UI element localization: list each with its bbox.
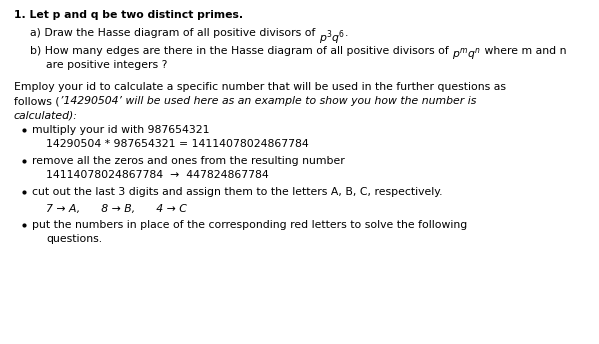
- Text: remove all the zeros and ones from the resulting number: remove all the zeros and ones from the r…: [32, 156, 345, 166]
- Text: 14114078024867784  →  447824867784: 14114078024867784 → 447824867784: [46, 170, 269, 180]
- Text: b) How many edges are there in the Hasse diagram of all positive divisors of: b) How many edges are there in the Hasse…: [30, 46, 452, 56]
- Text: follows (: follows (: [14, 96, 59, 106]
- Text: questions.: questions.: [46, 234, 102, 244]
- Text: are positive integers ?: are positive integers ?: [46, 60, 167, 70]
- Text: 14290504 * 987654321 = 14114078024867784: 14290504 * 987654321 = 14114078024867784: [46, 139, 308, 149]
- Text: Employ your id to calculate a specific number that will be used in the further q: Employ your id to calculate a specific n…: [14, 82, 506, 92]
- Text: where m and n: where m and n: [481, 46, 567, 56]
- Text: $p^{m}q^{n}$: $p^{m}q^{n}$: [452, 46, 481, 62]
- Text: $p^3q^6$: $p^3q^6$: [319, 28, 345, 46]
- Text: calculated):: calculated):: [14, 110, 78, 120]
- Text: 1. Let p and q be two distinct primes.: 1. Let p and q be two distinct primes.: [14, 10, 243, 20]
- Text: 7 → A,      8 → B,      4 → C: 7 → A, 8 → B, 4 → C: [46, 204, 187, 214]
- Text: cut out the last 3 digits and assign them to the letters A, B, C, respectively.: cut out the last 3 digits and assign the…: [32, 187, 443, 197]
- Text: ’14290504’ will be used here as an example to show you how the number is: ’14290504’ will be used here as an examp…: [59, 96, 476, 106]
- Text: put the numbers in place of the corresponding red letters to solve the following: put the numbers in place of the correspo…: [32, 220, 467, 230]
- Text: multiply your id with 987654321: multiply your id with 987654321: [32, 125, 210, 135]
- Text: a) Draw the Hasse diagram of all positive divisors of: a) Draw the Hasse diagram of all positiv…: [30, 28, 319, 38]
- Text: .: .: [345, 28, 349, 38]
